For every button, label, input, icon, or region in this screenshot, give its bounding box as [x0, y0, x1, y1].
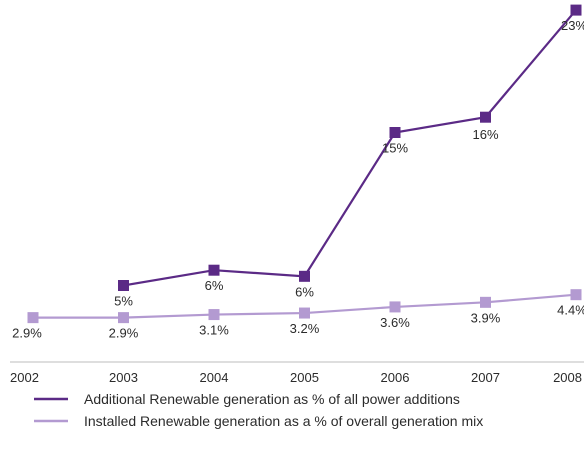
- x-tick-label: 2008: [553, 370, 582, 385]
- data-point: [480, 111, 491, 123]
- x-axis-ticks: 2002 2003 2004 2005 2006 2007 2008: [10, 370, 582, 385]
- legend-label: Installed Renewable generation as a % of…: [84, 413, 483, 429]
- data-label: 16%: [472, 127, 498, 142]
- data-label: 2.9%: [12, 326, 42, 341]
- x-tick-label: 2005: [290, 370, 319, 385]
- x-tick-label: 2002: [10, 370, 39, 385]
- data-point: [208, 309, 220, 321]
- data-point: [480, 296, 491, 308]
- series-2: 2.9% 2.9% 3.1% 3.2% 3.6% 3.9% 4.4%: [12, 289, 584, 341]
- legend: Additional Renewable generation as % of …: [34, 391, 483, 429]
- x-tick-label: 2003: [109, 370, 138, 385]
- data-label: 15%: [382, 141, 408, 156]
- data-point: [389, 301, 401, 313]
- data-point: [299, 270, 310, 282]
- data-point: [208, 264, 220, 276]
- series-line: [123, 9, 577, 287]
- data-point: [27, 312, 39, 324]
- data-point: [299, 307, 310, 319]
- x-tick-label: 2007: [471, 370, 500, 385]
- data-label: 6%: [205, 278, 224, 293]
- data-label: 3.2%: [290, 321, 320, 336]
- data-point: [570, 4, 582, 16]
- data-point: [118, 280, 129, 291]
- data-point: [570, 289, 582, 301]
- x-tick-label: 2004: [200, 370, 229, 385]
- data-label: 5%: [114, 294, 133, 309]
- legend-label: Additional Renewable generation as % of …: [84, 391, 460, 407]
- data-label: 2.9%: [109, 326, 139, 341]
- series-layer: 5% 6% 6% 15% 16% 23% 2.9% 2.9% 3.1% 3.2% 3.6% 3.9% 4…: [12, 4, 584, 341]
- data-label: 4.4%: [557, 303, 584, 318]
- data-label: 3.1%: [199, 323, 229, 338]
- data-label: 3.6%: [380, 315, 410, 330]
- series-1: 5% 6% 6% 15% 16% 23%: [114, 4, 584, 309]
- data-point: [118, 312, 129, 324]
- x-tick-label: 2006: [381, 370, 410, 385]
- data-label: 23%: [561, 18, 584, 33]
- data-label: 3.9%: [471, 310, 501, 325]
- data-point: [389, 127, 401, 138]
- data-label: 6%: [295, 284, 314, 299]
